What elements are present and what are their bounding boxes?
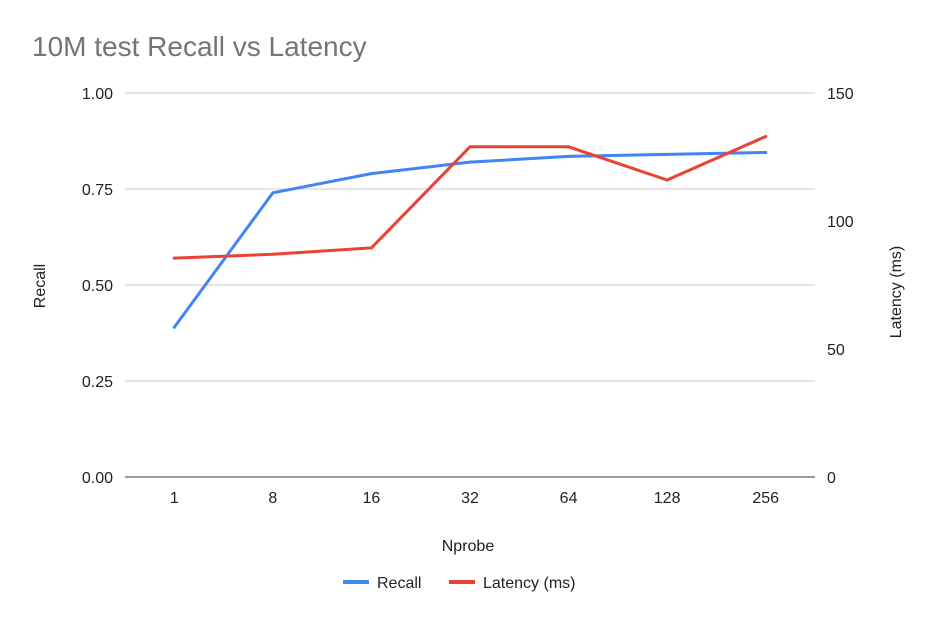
data-point-recall bbox=[567, 154, 571, 158]
data-point-recall bbox=[468, 160, 472, 164]
right-axis-title: Latency (ms) bbox=[888, 246, 905, 338]
x-tick-label: 128 bbox=[654, 490, 681, 507]
data-point-latency bbox=[369, 246, 373, 250]
right-axis-ticks: 0 50 100 150 bbox=[827, 86, 854, 487]
legend: Recall Latency (ms) bbox=[343, 575, 575, 592]
x-tick-label: 32 bbox=[461, 490, 479, 507]
right-tick-label: 50 bbox=[827, 342, 845, 359]
data-point-latency bbox=[567, 145, 571, 149]
gridlines bbox=[125, 92, 815, 478]
x-tick-label: 8 bbox=[268, 490, 277, 507]
x-axis-ticks: 1 8 16 32 64 128 256 bbox=[170, 490, 779, 507]
data-point-recall bbox=[764, 151, 768, 155]
data-point-recall bbox=[172, 325, 176, 329]
left-tick-label: 0.00 bbox=[82, 470, 113, 487]
data-point-latency bbox=[468, 145, 472, 149]
x-tick-label: 256 bbox=[752, 490, 779, 507]
left-tick-label: 1.00 bbox=[82, 86, 113, 103]
data-point-recall bbox=[665, 152, 669, 156]
left-tick-label: 0.50 bbox=[82, 278, 113, 295]
data-point-recall bbox=[369, 172, 373, 176]
right-tick-label: 0 bbox=[827, 470, 836, 487]
chart-title: 10M test Recall vs Latency bbox=[32, 31, 367, 62]
series-line-recall bbox=[172, 151, 768, 329]
data-point-recall bbox=[271, 191, 275, 195]
left-tick-label: 0.75 bbox=[82, 182, 113, 199]
left-tick-label: 0.25 bbox=[82, 374, 113, 391]
data-point-latency bbox=[172, 256, 176, 260]
right-tick-label: 150 bbox=[827, 86, 854, 103]
x-tick-label: 1 bbox=[170, 490, 179, 507]
data-point-latency bbox=[665, 178, 669, 182]
data-point-latency bbox=[764, 135, 768, 139]
legend-label-recall: Recall bbox=[377, 575, 421, 592]
x-tick-label: 64 bbox=[560, 490, 578, 507]
left-axis-ticks: 0.00 0.25 0.50 0.75 1.00 bbox=[82, 86, 113, 487]
right-tick-label: 100 bbox=[827, 214, 854, 231]
legend-label-latency: Latency (ms) bbox=[483, 575, 575, 592]
left-axis-title: Recall bbox=[32, 264, 49, 308]
x-axis-title: Nprobe bbox=[442, 538, 495, 555]
data-point-latency bbox=[271, 252, 275, 256]
x-tick-label: 16 bbox=[363, 490, 381, 507]
series-lines bbox=[172, 135, 768, 329]
